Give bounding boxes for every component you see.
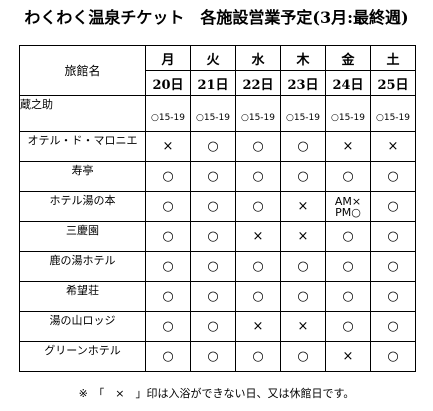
status-cell: ○ — [370, 221, 416, 252]
status-cell: ○ — [145, 161, 191, 192]
status-cell: ○15-19 — [370, 95, 416, 132]
date-cell: 24日 — [325, 70, 371, 96]
hotel-name: 三慶園 — [19, 221, 146, 252]
date-cell: 23日 — [280, 70, 326, 96]
status-cell: ○ — [370, 161, 416, 192]
status-cell: ○ — [370, 281, 416, 312]
status-cell: ○ — [190, 161, 236, 192]
status-cell: ○ — [325, 311, 371, 342]
status-cell: × — [370, 131, 416, 162]
weekday-cell: 水 — [235, 45, 281, 71]
status-cell: ○ — [325, 281, 371, 312]
status-cell: ○ — [235, 131, 281, 162]
status-cell: ○ — [280, 281, 326, 312]
weekday-header-row: 旅館名 月 火 水 木 金 土 — [19, 45, 416, 96]
schedule-table: 旅館名 月 火 水 木 金 土 20日 21日 22日 23日 24日 25日 … — [19, 45, 416, 372]
hotel-row-kibouso: 希望荘 ○ ○ ○ ○ ○ ○ — [19, 281, 416, 312]
status-cell: ○15-19 — [190, 95, 236, 132]
weekday-cell: 金 — [325, 45, 371, 71]
status-cell: ○15-19 — [325, 95, 371, 132]
status-cell: ○ — [235, 281, 281, 312]
date-cell: 25日 — [370, 70, 416, 96]
status-cell-split: AM× PM○ — [325, 191, 371, 222]
status-cell: ○15-19 — [235, 95, 281, 132]
status-cell: ○ — [145, 251, 191, 282]
status-cell: ○ — [235, 161, 281, 192]
status-cell: ○15-19 — [280, 95, 326, 132]
status-am: AM× — [334, 194, 362, 208]
hotel-row-kuranosuke: 蔵之助 ○15-19 ○15-19 ○15-19 ○15-19 ○15-19 ○… — [19, 95, 416, 132]
hotel-row-kotobukitei: 寿亭 ○ ○ ○ ○ ○ ○ — [19, 161, 416, 192]
date-cell: 22日 — [235, 70, 281, 96]
weekday-cell: 月 — [145, 45, 191, 71]
hotel-name-header: 旅館名 — [19, 45, 146, 96]
hotel-name: 寿亭 — [19, 161, 146, 192]
status-cell: × — [145, 131, 191, 162]
status-cell: ○ — [280, 161, 326, 192]
status-cell: ○ — [190, 311, 236, 342]
status-cell: ○ — [370, 341, 416, 372]
hotel-row-shikanoyu: 鹿の湯ホテル ○ ○ ○ ○ ○ ○ — [19, 251, 416, 282]
date-cell: 20日 — [145, 70, 191, 96]
weekday-cell: 火 — [190, 45, 236, 71]
status-cell: × — [235, 311, 281, 342]
weekday-cell: 木 — [280, 45, 326, 71]
hotel-row-marronnier: オテル・ド・マロニエ × ○ ○ ○ × × — [19, 131, 416, 162]
status-cell: ○ — [235, 341, 281, 372]
status-cell: ○ — [145, 281, 191, 312]
status-cell: ○ — [235, 191, 281, 222]
status-cell: × — [325, 341, 371, 372]
hotel-row-green-hotel: グリーンホテル ○ ○ ○ ○ × ○ — [19, 341, 416, 372]
hotel-name: 蔵之助 — [19, 95, 146, 132]
status-cell: × — [325, 131, 371, 162]
status-cell: ○ — [145, 221, 191, 252]
status-cell: ○ — [280, 341, 326, 372]
hotel-name: オテル・ド・マロニエ — [19, 131, 146, 162]
status-cell: × — [280, 311, 326, 342]
status-cell: ○ — [145, 311, 191, 342]
status-cell: × — [280, 191, 326, 222]
status-cell: × — [235, 221, 281, 252]
status-cell: ○ — [190, 221, 236, 252]
hotel-row-sankeien: 三慶園 ○ ○ × × ○ ○ — [19, 221, 416, 252]
hotel-row-yunomoto: ホテル湯の本 ○ ○ ○ × AM× PM○ ○ — [19, 191, 416, 222]
status-cell: ○ — [325, 221, 371, 252]
status-cell: ○15-19 — [145, 95, 191, 132]
status-cell: ○ — [280, 251, 326, 282]
status-cell: ○ — [190, 131, 236, 162]
status-cell: ○ — [145, 191, 191, 222]
status-cell: × — [280, 221, 326, 252]
hotel-row-yunoyama-lodge: 湯の山ロッジ ○ ○ × × ○ ○ — [19, 311, 416, 342]
date-header-row: 20日 21日 22日 23日 24日 25日 — [20, 70, 416, 96]
status-cell: ○ — [190, 341, 236, 372]
status-cell: ○ — [190, 281, 236, 312]
status-cell: ○ — [370, 251, 416, 282]
status-cell: ○ — [280, 131, 326, 162]
weekday-cell: 土 — [370, 45, 416, 71]
hotel-name: ホテル湯の本 — [19, 191, 146, 222]
footnote: ※ 「 × 」印は入浴ができない日、又は休館日です。 — [78, 387, 355, 400]
status-cell: ○ — [325, 161, 371, 192]
hotel-name: グリーンホテル — [19, 341, 146, 372]
status-cell: ○ — [190, 251, 236, 282]
status-cell: ○ — [325, 251, 371, 282]
hotel-name: 湯の山ロッジ — [19, 311, 146, 342]
date-cell: 21日 — [190, 70, 236, 96]
status-pm: PM○ — [335, 205, 361, 219]
status-cell: ○ — [370, 191, 416, 222]
hotel-name: 希望荘 — [19, 281, 146, 312]
status-cell: ○ — [190, 191, 236, 222]
status-cell: ○ — [145, 341, 191, 372]
page-title: わくわく温泉チケット 各施設営業予定(3月:最終週) — [24, 8, 409, 27]
status-cell: ○ — [235, 251, 281, 282]
status-cell: ○ — [370, 311, 416, 342]
hotel-name: 鹿の湯ホテル — [19, 251, 146, 282]
